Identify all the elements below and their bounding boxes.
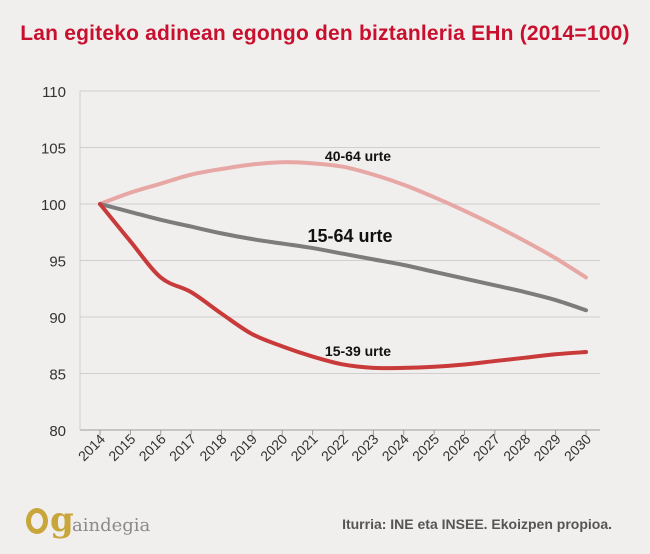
x-tick-label-2018: 2018: [196, 431, 229, 464]
y-tick-label-100: 100: [41, 197, 66, 214]
logo-g: g: [50, 500, 74, 540]
logo-text: aindegia: [72, 515, 151, 536]
series-label-15-64-urte: 15-64 urte: [307, 226, 392, 246]
series-line-15-64-urte: [98, 202, 588, 313]
series-line-40-64-urte: [98, 160, 588, 280]
y-tick-label-105: 105: [41, 141, 66, 158]
x-tick-label-2028: 2028: [500, 431, 533, 464]
y-tick-label-95: 95: [49, 254, 66, 271]
logo-mark: g: [26, 500, 74, 540]
x-tick-label-2019: 2019: [227, 431, 260, 464]
y-tick-label-90: 90: [49, 310, 66, 327]
x-tick-label-2025: 2025: [409, 431, 442, 464]
series-labels: 40-64 urte 15-64 urte 15-39 urte: [307, 148, 392, 359]
x-tick-label-2021: 2021: [287, 431, 320, 464]
x-tick-labels: 2014201520162017201820192020202120222023…: [75, 430, 594, 464]
grid-lines: [79, 90, 600, 431]
x-tick-label-2026: 2026: [439, 431, 472, 464]
x-tick-label-2030: 2030: [561, 431, 594, 464]
chart-title: Lan egiteko adinean egongo den biztanler…: [20, 22, 630, 45]
y-tick-labels: 80 85 90 95 100 105 110: [41, 84, 66, 440]
x-tick-label-2014: 2014: [75, 431, 108, 464]
x-tick-label-2027: 2027: [470, 431, 503, 464]
source-note: Iturria: INE eta INSEE. Ekoizpen propioa…: [342, 516, 612, 532]
y-tick-label-80: 80: [49, 423, 66, 440]
x-tick-label-2020: 2020: [257, 431, 290, 464]
y-tick-label-110: 110: [42, 84, 66, 101]
series-lines: [98, 160, 588, 371]
x-tick-label-2016: 2016: [136, 431, 169, 464]
x-tick-label-2029: 2029: [530, 431, 563, 464]
x-tick-label-2024: 2024: [379, 431, 412, 464]
series-label-15-39-urte: 15-39 urte: [325, 343, 391, 359]
y-tick-label-85: 85: [49, 367, 66, 384]
gaindegia-logo: g aindegia: [26, 500, 151, 540]
x-tick-label-2023: 2023: [348, 431, 381, 464]
logo-o: [26, 508, 48, 534]
x-tick-label-2017: 2017: [166, 431, 199, 464]
series-line-15-39-urte: [98, 202, 588, 371]
series-label-40-64-urte: 40-64 urte: [325, 148, 391, 164]
x-tick-label-2022: 2022: [318, 431, 351, 464]
x-tick-label-2015: 2015: [105, 431, 138, 464]
